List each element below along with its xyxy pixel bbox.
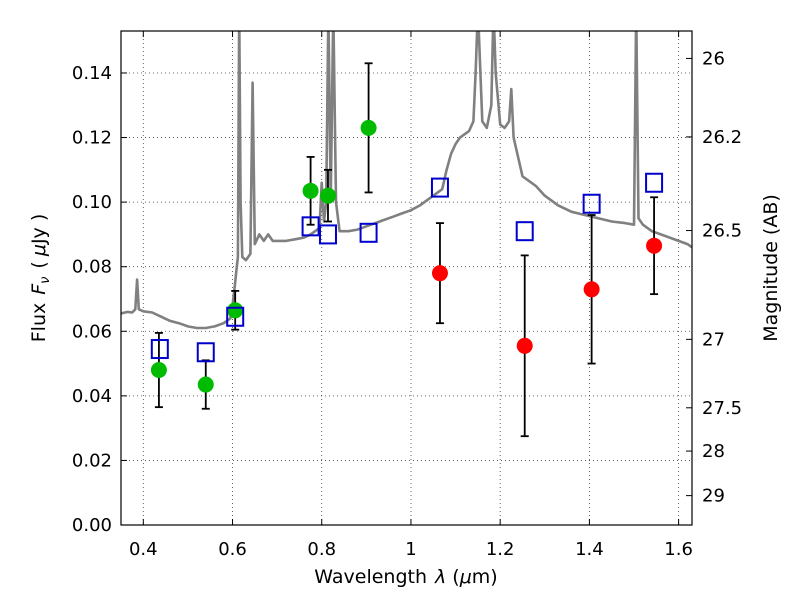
y-tick-label: 0.02 [72,450,112,471]
y-tick-label: 0.06 [72,321,112,342]
model-square-point [196,342,215,363]
red-data-point [516,337,533,354]
x-tick-label: 1.4 [575,539,604,560]
y2-tick-label: 27.5 [702,398,742,419]
y2-tick-label: 28 [702,441,725,462]
x-tick-label: 1.6 [664,539,693,560]
y-tick-label: 0.12 [72,128,112,149]
red-data-point [431,265,448,282]
model-square-point [226,306,245,327]
x-tick-label: 0.8 [307,539,336,560]
model-square-point [301,216,320,237]
model-square-point [582,193,601,214]
red-data-point [646,237,663,254]
y-tick-label: 0.04 [72,386,112,407]
grid [121,31,692,526]
y2-tick-label: 29 [702,486,725,507]
y-tick-label: 0.10 [72,192,112,213]
x-tick-label: 0.6 [218,539,247,560]
plot-frame [120,30,693,526]
plot-data [121,31,692,438]
green-data-point [150,362,167,379]
y-tick-label: 0.00 [72,515,112,536]
red-data-point [583,281,600,298]
model-square-point [515,221,534,242]
model-square-point [645,172,664,193]
x-tick-label: 1 [405,539,416,560]
y-tick-label: 0.08 [72,257,112,278]
x-tick-label: 1.2 [486,539,515,560]
model-square-point [150,339,169,360]
x-axis-title: Wavelength λ (μm) [314,566,497,588]
y2-tick-label: 26.2 [702,127,742,148]
model-square-point [359,222,378,243]
green-data-point [197,376,214,393]
y-axis-title: FluxFν(μJy ) [28,214,53,343]
spectrum-line [121,31,692,330]
y2-tick-label: 27 [702,329,725,350]
green-data-point [360,119,377,136]
x-tick-label: 0.4 [129,539,158,560]
y2-axis-title: Magnitude (AB) [760,194,782,342]
green-data-point [302,182,319,199]
green-data-point [319,187,336,204]
green-data-point [227,302,244,319]
model-square-point [430,177,449,198]
y2-tick-label: 26.5 [702,221,742,242]
y2-tick-label: 26 [702,48,725,69]
model-square-point [318,224,337,245]
y-tick-label: 0.14 [72,63,112,84]
ticks: 0.4 0.6 0.8 1 1.2 1.4 1.6 0.00 0.02 0.04 0.06 0.08 0… [72,31,742,560]
